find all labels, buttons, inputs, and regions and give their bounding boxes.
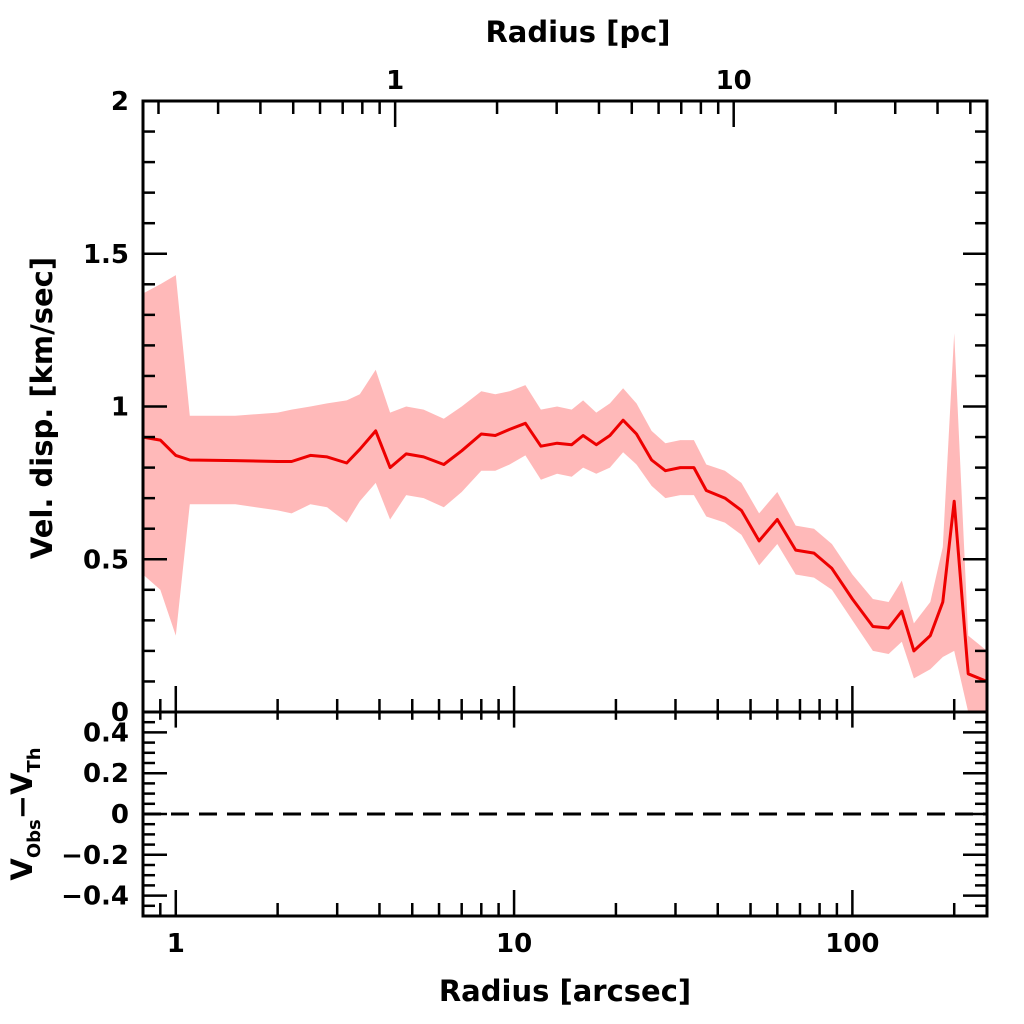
y-title-sub1: Obs [24,819,45,858]
tick-group [141,99,987,918]
y-title-sub2: Th [24,747,45,772]
error-band-0 [143,275,987,712]
y-tick-label: 1 [111,393,129,423]
bottom-y-axis-title: VObs−VTh [5,747,45,880]
residual-y-tick-label: −0.4 [61,882,129,912]
y-tick-label: 2 [111,87,129,117]
x-tick-label: 100 [825,929,879,959]
residual-y-tick-label: 0 [111,800,129,830]
series-line-group [142,418,988,816]
y-tick-label: 0.5 [83,545,129,575]
bottom-panel-frame [141,710,989,918]
tick-label-group: 0 0.5 1 1.5 2 1 10 −0.4 −0.2 0 0.2 0.4 1 10 100 [61,66,879,959]
top-x-axis-title: Radius [pc] [485,15,670,49]
x-tick-label: 10 [496,929,532,959]
x-top-tick-label: 1 [386,66,404,96]
residual-y-tick-label: −0.2 [61,841,129,871]
y-tick-label: 1.5 [83,240,129,270]
y-title-mid: −V [5,772,39,819]
y-tick-label: 0 [111,698,129,728]
x-top-tick-label: 10 [716,66,752,96]
bottom-x-axis-title: Radius [arcsec] [439,974,691,1008]
residual-y-tick-label: 0.2 [83,759,129,789]
top-y-axis-title: Vel. disp. [km/sec] [25,257,59,559]
x-tick-label: 1 [167,929,185,959]
series-line-0 [142,418,988,683]
error-band-group [143,275,987,712]
residual-y-tick-label: 0.4 [83,718,129,748]
y-title-main: V [5,858,39,881]
